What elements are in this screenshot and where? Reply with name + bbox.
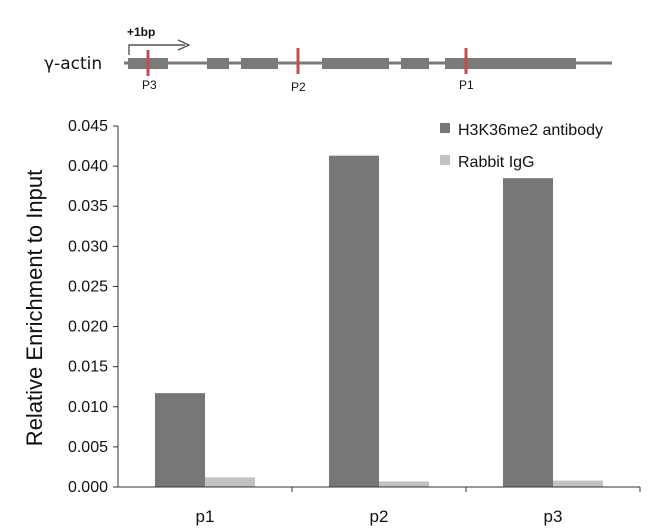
exon-2 bbox=[207, 58, 229, 69]
legend: H3K36me2 antibody Rabbit IgG bbox=[440, 122, 603, 171]
bar-rabbit-igg-p1 bbox=[205, 477, 255, 487]
y-tick-label: 0.005 bbox=[68, 439, 108, 456]
y-tick-label: 0.045 bbox=[68, 118, 108, 135]
legend-label-rabbit-igg: Rabbit IgG bbox=[458, 154, 534, 171]
exon-5 bbox=[401, 58, 429, 69]
bar-rabbit-igg-p2 bbox=[379, 481, 429, 487]
exon-6 bbox=[445, 58, 576, 69]
legend-swatch-rabbit-igg bbox=[440, 155, 450, 165]
x-axis-categories: p1 p2 p3 bbox=[196, 487, 641, 526]
y-axis-ticks: 0.000 0.005 0.010 0.015 0.020 0.025 0.030 0.035… bbox=[68, 118, 118, 496]
bar-rabbit-igg-p3 bbox=[553, 480, 603, 487]
y-tick-label: 0.025 bbox=[68, 278, 108, 295]
bar-h3k36me2-p2 bbox=[329, 155, 379, 487]
x-category-label-p2: p2 bbox=[370, 507, 389, 526]
x-category-label-p1: p1 bbox=[196, 507, 215, 526]
site-label-p3: P3 bbox=[142, 78, 157, 92]
y-tick-label: 0.010 bbox=[68, 399, 108, 416]
exon-3 bbox=[241, 58, 278, 69]
tss-arrow-line bbox=[128, 44, 185, 55]
x-category-label-p3: p3 bbox=[544, 507, 563, 526]
bars bbox=[155, 155, 603, 487]
y-tick-label: 0.020 bbox=[68, 319, 108, 336]
primer-sites: P3 P2 P1 bbox=[142, 48, 474, 94]
tss-label: +1bp bbox=[127, 25, 155, 39]
legend-label-h3k36me2: H3K36me2 antibody bbox=[458, 122, 603, 139]
site-label-p1: P1 bbox=[459, 78, 474, 92]
exon-4 bbox=[322, 58, 389, 69]
y-tick-label: 0.030 bbox=[68, 238, 108, 255]
bar-h3k36me2-p1 bbox=[155, 393, 205, 487]
y-tick-label: 0.000 bbox=[68, 479, 108, 496]
y-tick-label: 0.035 bbox=[68, 198, 108, 215]
bar-chart: Relative Enrichment to Input 0.0000.0050… bbox=[22, 118, 641, 526]
bar-h3k36me2-p3 bbox=[503, 178, 553, 487]
y-tick-label: 0.015 bbox=[68, 359, 108, 376]
y-tick-label: 0.040 bbox=[68, 158, 108, 175]
y-axis-title: Relative Enrichment to Input bbox=[22, 170, 47, 446]
site-label-p2: P2 bbox=[291, 80, 306, 94]
gene-label: γ-actin bbox=[44, 54, 102, 74]
gene-map: γ-actin +1bp P3 P2 P1 bbox=[44, 25, 612, 94]
legend-swatch-h3k36me2 bbox=[440, 123, 450, 133]
tss-arrow-head bbox=[177, 39, 191, 51]
